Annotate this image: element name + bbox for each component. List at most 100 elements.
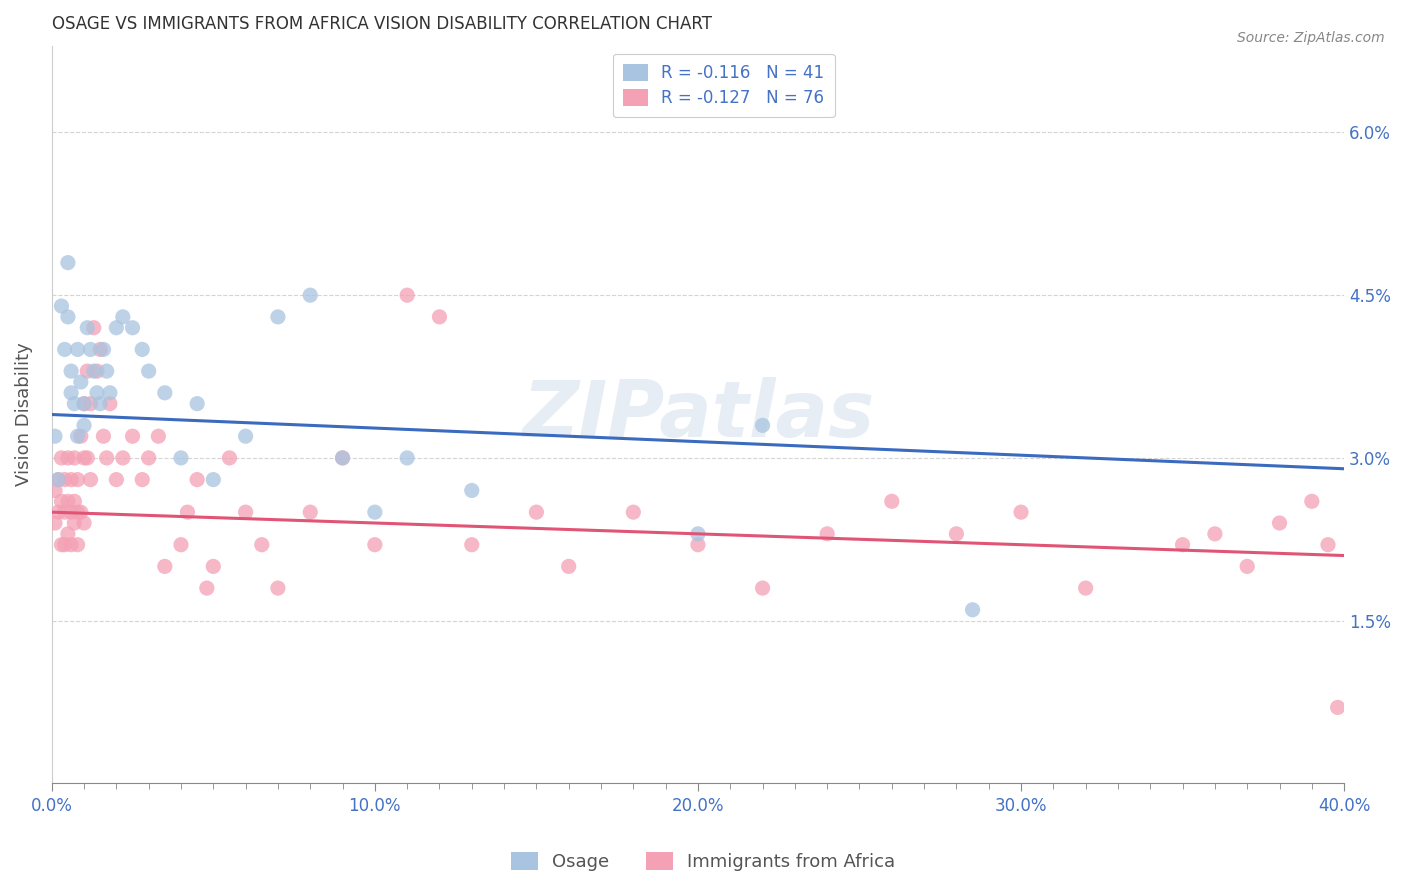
Point bbox=[51, 538, 73, 552]
Point bbox=[60, 364, 83, 378]
Point bbox=[76, 450, 98, 465]
Point bbox=[176, 505, 198, 519]
Text: ZIPatlas: ZIPatlas bbox=[522, 376, 875, 452]
Point bbox=[267, 581, 290, 595]
Point bbox=[105, 320, 128, 334]
Point bbox=[44, 429, 66, 443]
Point bbox=[1268, 516, 1291, 530]
Point bbox=[51, 299, 73, 313]
Point bbox=[235, 429, 257, 443]
Point bbox=[461, 483, 484, 498]
Point bbox=[686, 538, 709, 552]
Point bbox=[1010, 505, 1032, 519]
Point bbox=[621, 505, 644, 519]
Point bbox=[51, 494, 73, 508]
Point bbox=[79, 397, 101, 411]
Point bbox=[60, 538, 83, 552]
Point bbox=[56, 494, 79, 508]
Point bbox=[195, 581, 218, 595]
Point bbox=[83, 364, 105, 378]
Point bbox=[267, 310, 290, 324]
Point bbox=[131, 473, 153, 487]
Point bbox=[235, 505, 257, 519]
Point bbox=[138, 450, 160, 465]
Point bbox=[46, 473, 69, 487]
Point bbox=[76, 364, 98, 378]
Point bbox=[44, 483, 66, 498]
Point bbox=[138, 364, 160, 378]
Point bbox=[79, 473, 101, 487]
Point bbox=[153, 559, 176, 574]
Point bbox=[131, 343, 153, 357]
Point bbox=[186, 397, 208, 411]
Text: OSAGE VS IMMIGRANTS FROM AFRICA VISION DISABILITY CORRELATION CHART: OSAGE VS IMMIGRANTS FROM AFRICA VISION D… bbox=[52, 15, 711, 33]
Point bbox=[170, 450, 193, 465]
Legend: Osage, Immigrants from Africa: Osage, Immigrants from Africa bbox=[503, 845, 903, 879]
Point bbox=[686, 526, 709, 541]
Point bbox=[121, 429, 143, 443]
Point bbox=[121, 320, 143, 334]
Point bbox=[1204, 526, 1226, 541]
Point bbox=[53, 343, 76, 357]
Point bbox=[66, 538, 89, 552]
Point bbox=[53, 538, 76, 552]
Point bbox=[46, 473, 69, 487]
Point bbox=[98, 397, 121, 411]
Point bbox=[73, 418, 96, 433]
Point bbox=[73, 516, 96, 530]
Point bbox=[299, 505, 322, 519]
Point bbox=[815, 526, 838, 541]
Point bbox=[73, 450, 96, 465]
Point bbox=[83, 320, 105, 334]
Point bbox=[56, 255, 79, 269]
Point bbox=[962, 603, 984, 617]
Point bbox=[1171, 538, 1194, 552]
Point bbox=[56, 526, 79, 541]
Point bbox=[202, 473, 225, 487]
Point bbox=[526, 505, 548, 519]
Point bbox=[148, 429, 170, 443]
Point bbox=[86, 364, 108, 378]
Point bbox=[93, 343, 115, 357]
Point bbox=[461, 538, 484, 552]
Point bbox=[96, 450, 118, 465]
Point bbox=[53, 473, 76, 487]
Point bbox=[89, 343, 111, 357]
Point bbox=[69, 375, 91, 389]
Point bbox=[63, 397, 86, 411]
Point bbox=[557, 559, 579, 574]
Point bbox=[66, 505, 89, 519]
Point bbox=[364, 505, 387, 519]
Point bbox=[1301, 494, 1323, 508]
Point bbox=[73, 397, 96, 411]
Point bbox=[299, 288, 322, 302]
Point bbox=[751, 418, 773, 433]
Point bbox=[56, 310, 79, 324]
Point bbox=[396, 288, 419, 302]
Point bbox=[364, 538, 387, 552]
Point bbox=[86, 385, 108, 400]
Point bbox=[44, 516, 66, 530]
Legend: R = -0.116   N = 41, R = -0.127   N = 76: R = -0.116 N = 41, R = -0.127 N = 76 bbox=[613, 54, 835, 117]
Point bbox=[111, 310, 134, 324]
Point bbox=[751, 581, 773, 595]
Point bbox=[76, 320, 98, 334]
Point bbox=[79, 343, 101, 357]
Point bbox=[60, 473, 83, 487]
Point bbox=[170, 538, 193, 552]
Point bbox=[89, 397, 111, 411]
Point bbox=[218, 450, 240, 465]
Point bbox=[880, 494, 903, 508]
Point bbox=[98, 385, 121, 400]
Point bbox=[332, 450, 354, 465]
Point bbox=[111, 450, 134, 465]
Point bbox=[66, 429, 89, 443]
Point bbox=[63, 450, 86, 465]
Point bbox=[60, 385, 83, 400]
Y-axis label: Vision Disability: Vision Disability bbox=[15, 343, 32, 486]
Point bbox=[46, 505, 69, 519]
Point bbox=[1236, 559, 1258, 574]
Point bbox=[186, 473, 208, 487]
Point bbox=[105, 473, 128, 487]
Point bbox=[153, 385, 176, 400]
